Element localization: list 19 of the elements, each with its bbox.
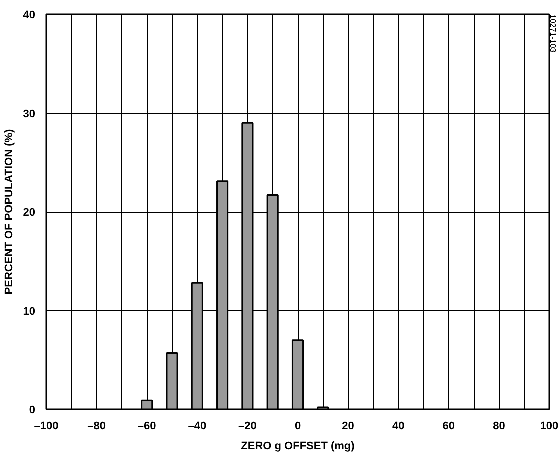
y-tick-label: 40 <box>23 10 36 22</box>
x-tick-label: –20 <box>238 420 257 432</box>
y-tick-label: 0 <box>29 404 36 416</box>
x-tick-label: –40 <box>188 420 207 432</box>
x-tick-label: –60 <box>138 420 156 432</box>
y-tick-label: 30 <box>23 108 36 120</box>
x-tick-label: 20 <box>342 420 354 432</box>
x-tick-label: 40 <box>392 420 405 432</box>
x-tick-label: 80 <box>493 420 506 432</box>
annotation: 10271-103 <box>548 14 558 54</box>
x-tick-label: 60 <box>442 420 456 432</box>
x-axis-title: ZERO g OFFSET (mg) <box>241 440 356 452</box>
y-tick-label: 20 <box>23 207 36 219</box>
x-tick-label: 0 <box>294 420 302 432</box>
y-axis-title: PERCENT OF POPULATION (%) <box>3 128 16 295</box>
y-tick-label: 10 <box>23 306 36 318</box>
x-tick-label: –80 <box>88 420 106 432</box>
x-tick-label: –100 <box>34 420 59 432</box>
x-tick-label: 100 <box>540 420 559 432</box>
